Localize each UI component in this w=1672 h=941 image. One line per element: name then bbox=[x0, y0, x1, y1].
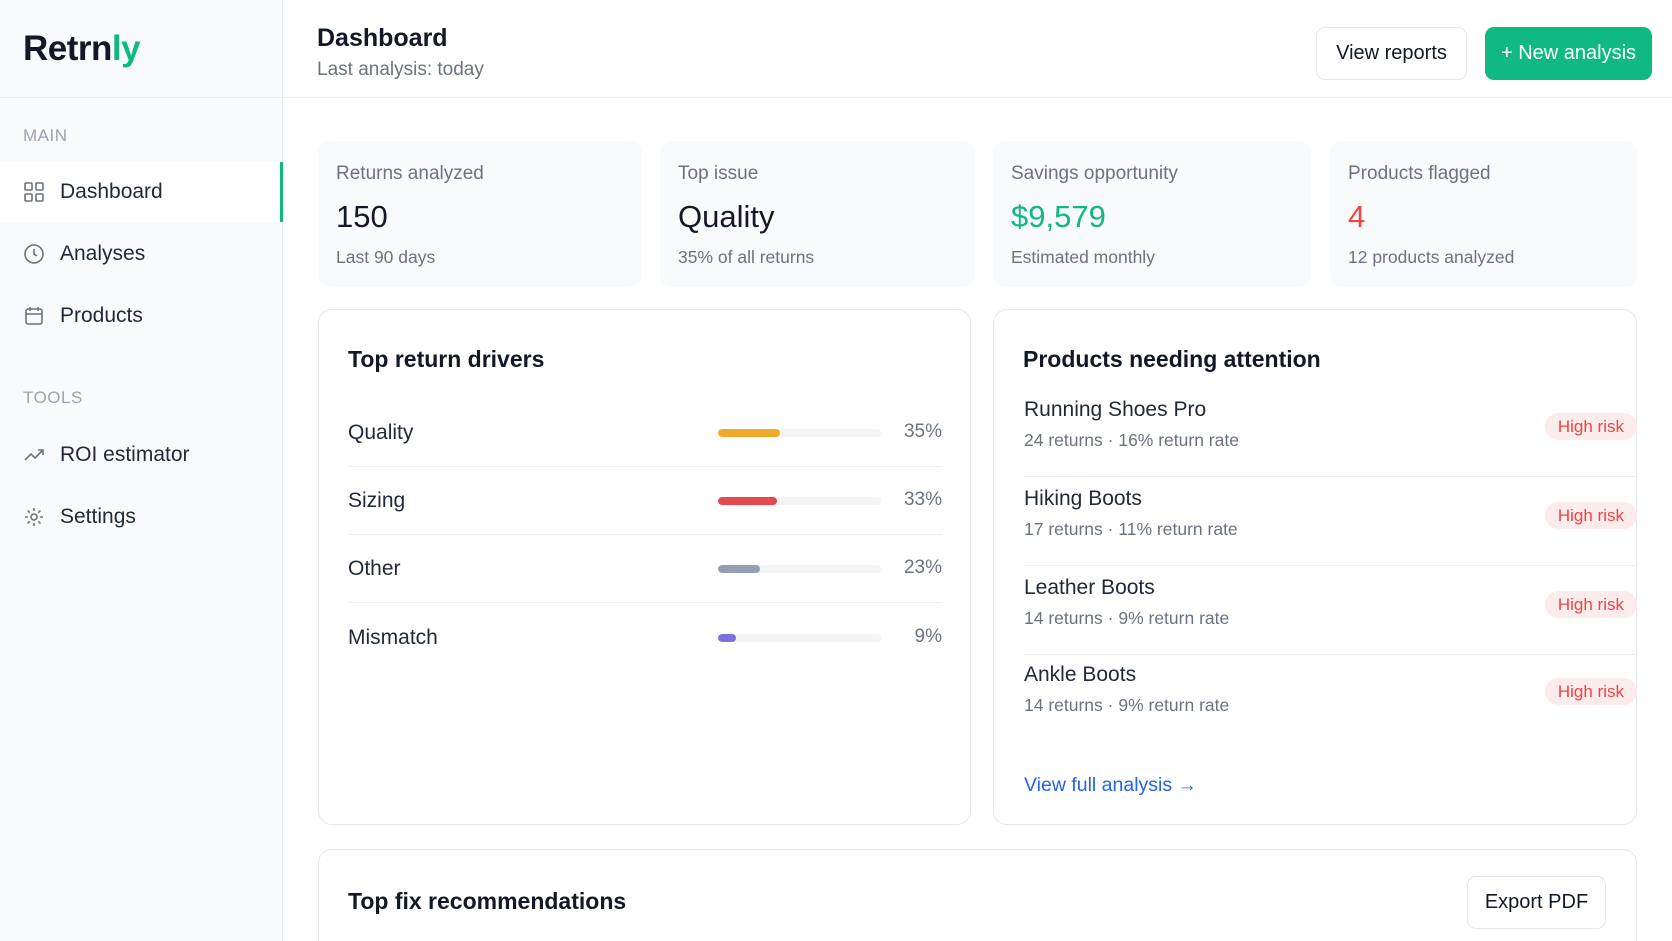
driver-percent: 23% bbox=[903, 557, 942, 578]
product-name: Ankle Boots bbox=[1024, 663, 1137, 686]
page-header: Dashboard Last analysis: today View repo… bbox=[284, 0, 1672, 98]
stat-card-savings-opportunity: Savings opportunity $9,579 Estimated mon… bbox=[993, 141, 1311, 287]
brand-name-main: Retrn bbox=[23, 28, 112, 68]
stat-label: Products flagged bbox=[1348, 163, 1491, 184]
calendar-icon bbox=[23, 305, 45, 327]
product-meta: 14 returns · 9% return rate bbox=[1024, 608, 1230, 628]
section-label-main: MAIN bbox=[23, 126, 68, 145]
panel-title: Top fix recommendations bbox=[348, 888, 627, 914]
stat-label: Savings opportunity bbox=[1011, 163, 1178, 184]
product-meta: 14 returns · 9% return rate bbox=[1024, 695, 1230, 715]
status-badge: High risk bbox=[1544, 591, 1637, 618]
driver-label: Quality bbox=[348, 421, 414, 444]
stat-label: Returns analyzed bbox=[336, 163, 484, 184]
grid-icon bbox=[23, 181, 45, 203]
stat-card-products-flagged: Products flagged 4 12 products analyzed bbox=[1330, 141, 1637, 287]
view-full-analysis-link[interactable]: View full analysis → bbox=[1024, 774, 1198, 796]
list-item[interactable]: Leather Boots 14 returns · 9% return rat… bbox=[1024, 566, 1637, 655]
status-badge: High risk bbox=[1544, 678, 1637, 705]
section-label-tools: TOOLS bbox=[23, 388, 83, 407]
sidebar-item-products[interactable]: Products bbox=[0, 286, 283, 346]
driver-row: Other 23% bbox=[348, 535, 942, 603]
driver-bar-fill bbox=[718, 565, 761, 573]
sidebar-item-settings[interactable]: Settings bbox=[0, 487, 283, 547]
sidebar: Retrnly MAIN Dashboard Analyses Products… bbox=[0, 0, 283, 941]
driver-bar-track bbox=[718, 429, 881, 437]
driver-bar-fill bbox=[718, 497, 777, 505]
product-name: Leather Boots bbox=[1024, 576, 1155, 599]
driver-bar-track bbox=[718, 634, 881, 642]
stat-sub: Estimated monthly bbox=[1011, 247, 1155, 267]
sidebar-item-label: Analyses bbox=[60, 242, 146, 265]
sidebar-item-label: Dashboard bbox=[60, 180, 163, 203]
product-meta: 17 returns · 11% return rate bbox=[1024, 519, 1238, 539]
top-return-drivers-panel: Top return drivers Quality 35% Sizing 33… bbox=[318, 309, 971, 825]
stat-value: $9,579 bbox=[1011, 199, 1106, 234]
list-item[interactable]: Hiking Boots 17 returns · 11% return rat… bbox=[1024, 477, 1637, 566]
stat-value: 150 bbox=[336, 199, 388, 234]
export-pdf-button[interactable]: Export PDF bbox=[1467, 876, 1606, 929]
stat-label: Top issue bbox=[678, 163, 759, 184]
driver-row: Mismatch 9% bbox=[348, 604, 942, 672]
trending-up-icon bbox=[23, 444, 45, 466]
driver-label: Mismatch bbox=[348, 626, 438, 649]
driver-bar-fill bbox=[718, 429, 780, 437]
product-name: Hiking Boots bbox=[1024, 487, 1142, 510]
clock-icon bbox=[23, 243, 45, 265]
stat-sub: Last 90 days bbox=[336, 247, 436, 267]
driver-bar-fill bbox=[718, 634, 736, 642]
product-meta: 24 returns · 16% return rate bbox=[1024, 430, 1239, 450]
gear-icon bbox=[23, 506, 45, 528]
brand-name-accent: ly bbox=[111, 28, 141, 68]
status-badge: High risk bbox=[1544, 502, 1637, 529]
panel-title: Top return drivers bbox=[348, 346, 545, 372]
driver-row: Sizing 33% bbox=[348, 467, 942, 535]
page-title: Dashboard bbox=[317, 24, 448, 52]
driver-row: Quality 35% bbox=[348, 399, 942, 467]
driver-percent: 33% bbox=[903, 489, 942, 510]
recommendations-panel: Top fix recommendations Export PDF bbox=[318, 849, 1637, 941]
panel-title: Products needing attention bbox=[1023, 346, 1321, 372]
driver-percent: 9% bbox=[914, 626, 942, 647]
driver-bar-track bbox=[718, 565, 881, 573]
sidebar-item-label: Products bbox=[60, 304, 143, 327]
sidebar-item-roi-estimator[interactable]: ROI estimator bbox=[0, 425, 283, 485]
sidebar-item-analyses[interactable]: Analyses bbox=[0, 224, 283, 284]
product-name: Running Shoes Pro bbox=[1024, 398, 1207, 421]
driver-label: Sizing bbox=[348, 489, 406, 512]
new-analysis-button[interactable]: + New analysis bbox=[1485, 27, 1652, 80]
driver-label: Other bbox=[348, 557, 401, 580]
driver-bar-track bbox=[718, 497, 881, 505]
status-badge: High risk bbox=[1544, 413, 1637, 440]
stat-value: Quality bbox=[678, 199, 775, 234]
stat-value: 4 bbox=[1348, 199, 1366, 234]
stat-sub: 35% of all returns bbox=[678, 247, 815, 267]
list-item[interactable]: Ankle Boots 14 returns · 9% return rate … bbox=[1024, 653, 1637, 742]
brand-logo[interactable]: Retrnly bbox=[23, 28, 141, 69]
sidebar-item-label: ROI estimator bbox=[60, 443, 190, 466]
sidebar-item-dashboard[interactable]: Dashboard bbox=[0, 162, 283, 222]
products-attention-panel: Products needing attention Running Shoes… bbox=[993, 309, 1637, 825]
logo-area: Retrnly bbox=[0, 0, 282, 98]
stat-card-top-issue: Top issue Quality 35% of all returns bbox=[660, 141, 975, 287]
stat-sub: 12 products analyzed bbox=[1348, 247, 1515, 267]
driver-percent: 35% bbox=[903, 421, 942, 442]
view-reports-button[interactable]: View reports bbox=[1316, 27, 1467, 80]
page-subtitle: Last analysis: today bbox=[317, 59, 484, 80]
list-item[interactable]: Running Shoes Pro 24 returns · 16% retur… bbox=[1024, 388, 1637, 477]
sidebar-item-label: Settings bbox=[60, 505, 136, 528]
stat-card-returns-analyzed: Returns analyzed 150 Last 90 days bbox=[318, 141, 642, 287]
